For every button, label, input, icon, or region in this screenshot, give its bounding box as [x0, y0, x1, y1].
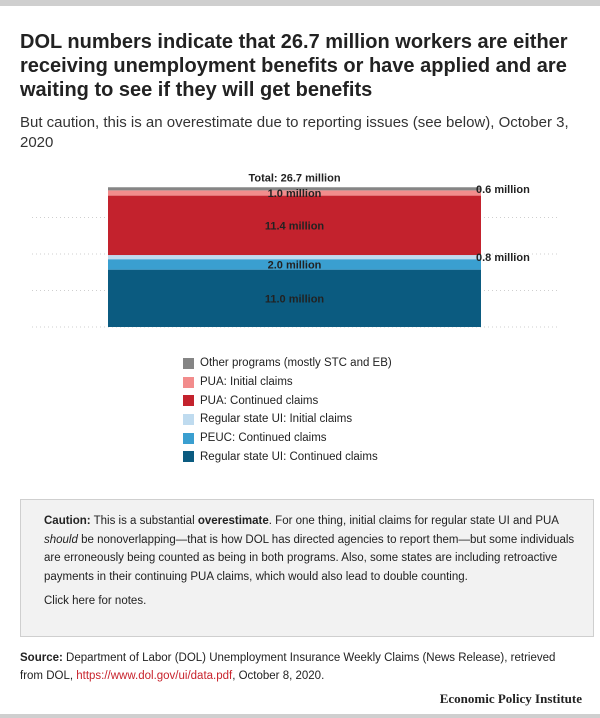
bottom-border	[0, 714, 600, 718]
stacked-bar-chart: 11.0 million 2.0 million 0.8 million 11.4 m…	[32, 172, 560, 328]
bar-segment	[108, 195, 481, 256]
caution-part2: . For one thing, initial claims for regu…	[268, 515, 559, 527]
legend-item: Regular state UI: Initial claims	[183, 410, 392, 429]
source-note: Source: Department of Labor (DOL) Unempl…	[20, 650, 580, 685]
legend-label: Regular state UI: Continued claims	[200, 450, 378, 463]
bar-segment	[108, 255, 481, 260]
caution-part3: be nonoverlapping—that is how DOL has di…	[44, 533, 575, 583]
total-label: Total: 26.7 million	[248, 172, 340, 184]
source-tail: , October 8, 2020.	[232, 669, 325, 682]
chart-legend: Other programs (mostly STC and EB) PUA: I…	[183, 354, 392, 466]
bar-segment	[108, 190, 481, 196]
legend-label: PEUC: Continued claims	[200, 432, 327, 445]
data-label: 11.0 million	[265, 293, 325, 305]
caution-box: Caution: This is a substantial overestim…	[20, 499, 594, 637]
legend-label: PUA: Initial claims	[200, 376, 293, 389]
caution-part1: This is a substantial	[90, 515, 198, 527]
legend-label: Regular state UI: Initial claims	[200, 413, 353, 426]
source-text: Department of Labor (DOL) Unemployment I…	[20, 652, 556, 682]
legend-swatch	[183, 395, 194, 407]
caution-lead: Caution:	[44, 515, 91, 527]
legend-swatch	[183, 376, 194, 388]
caution-text: Caution: This is a substantial overestim…	[44, 512, 583, 586]
data-label: 1.0 million	[268, 188, 322, 200]
brand-logo: Economic Policy Institute	[439, 691, 582, 706]
legend-label: Other programs (mostly STC and EB)	[200, 357, 392, 370]
legend-item: PEUC: Continued claims	[183, 429, 392, 448]
bar-segment	[108, 187, 481, 191]
bar-segment	[108, 269, 481, 327]
chart-subtitle: But caution, this is an overestimate due…	[20, 114, 569, 151]
notes-link[interactable]: Click here for notes.	[44, 595, 147, 608]
source-link[interactable]: https://www.dol.gov/ui/data.pdf	[76, 669, 233, 682]
legend-swatch	[183, 451, 194, 463]
legend-item: Other programs (mostly STC and EB)	[183, 354, 392, 373]
data-label: 0.6 million	[476, 184, 530, 196]
chart-title: DOL numbers indicate that 26.7 million w…	[20, 31, 568, 101]
legend-label: PUA: Continued claims	[200, 394, 319, 407]
top-border	[0, 0, 600, 6]
data-label: 0.8 million	[476, 252, 530, 264]
data-label: 11.4 million	[265, 220, 325, 232]
data-label: 2.0 million	[268, 259, 322, 271]
legend-item: PUA: Initial claims	[183, 373, 392, 392]
legend-item: Regular state UI: Continued claims	[183, 447, 392, 466]
legend-item: PUA: Continued claims	[183, 391, 392, 410]
legend-swatch	[183, 413, 194, 425]
caution-italic: should	[44, 533, 78, 546]
caution-emphasis: overestimate	[197, 515, 269, 527]
source-lead: Source:	[20, 652, 63, 664]
legend-swatch	[183, 432, 194, 444]
bar-segment	[108, 259, 481, 270]
legend-swatch	[183, 357, 194, 369]
